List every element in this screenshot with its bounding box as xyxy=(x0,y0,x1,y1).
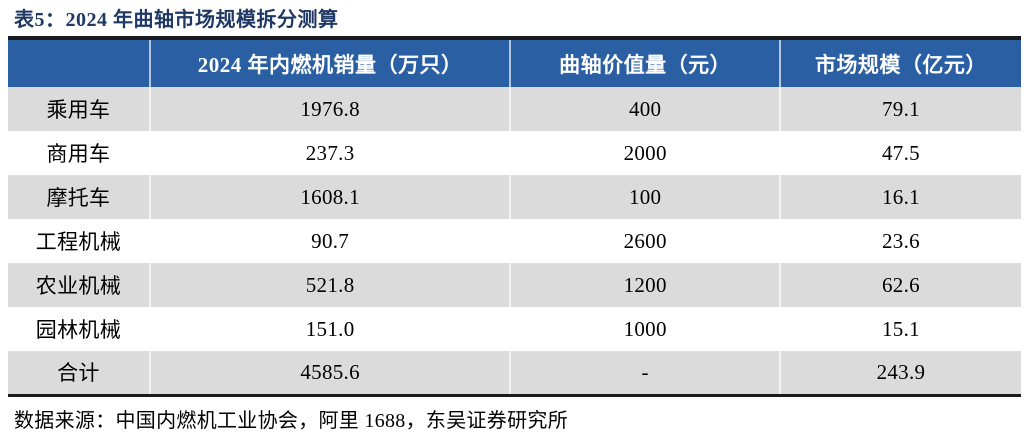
cell-sales: 4585.6 xyxy=(148,351,511,395)
cell-market-size: 15.1 xyxy=(778,307,1021,351)
table-row: 农业机械 521.8 1200 62.6 xyxy=(8,263,1021,307)
cell-market-size: 243.9 xyxy=(778,351,1021,395)
cell-sales: 1976.8 xyxy=(148,87,511,131)
table-title: 表5：2024 年曲轴市场规模拆分测算 xyxy=(14,9,339,31)
column-header-sales: 2024 年内燃机销量（万只） xyxy=(148,38,511,87)
cell-market-size: 16.1 xyxy=(778,175,1021,219)
cell-category: 乘用车 xyxy=(8,87,150,131)
cell-unit-value: 2600 xyxy=(509,219,780,263)
cell-unit-value: 2000 xyxy=(509,131,780,175)
column-header-market-size: 市场规模（亿元） xyxy=(778,38,1021,87)
cell-market-size: 23.6 xyxy=(778,219,1021,263)
cell-unit-value: 400 xyxy=(509,87,780,131)
cell-sales: 90.7 xyxy=(148,219,511,263)
data-source-note: 数据来源：中国内燃机工业协会，阿里 1688，东吴证券研究所 xyxy=(14,410,568,432)
table-row-total: 合计 4585.6 - 243.9 xyxy=(8,351,1021,395)
cell-category: 工程机械 xyxy=(8,219,150,263)
table-header: 2024 年内燃机销量（万只） 曲轴价值量（元） 市场规模（亿元） xyxy=(8,38,1021,87)
table-row: 园林机械 151.0 1000 15.1 xyxy=(8,307,1021,351)
cell-market-size: 79.1 xyxy=(778,87,1021,131)
table-header-row: 2024 年内燃机销量（万只） 曲轴价值量（元） 市场规模（亿元） xyxy=(8,38,1021,87)
cell-market-size: 62.6 xyxy=(778,263,1021,307)
cell-category: 园林机械 xyxy=(8,307,150,351)
table-row: 商用车 237.3 2000 47.5 xyxy=(8,131,1021,175)
market-size-table: 2024 年内燃机销量（万只） 曲轴价值量（元） 市场规模（亿元） 乘用车 19… xyxy=(8,36,1021,397)
cell-sales: 151.0 xyxy=(148,307,511,351)
cell-sales: 237.3 xyxy=(148,131,511,175)
table-row: 乘用车 1976.8 400 79.1 xyxy=(8,87,1021,131)
table-body: 乘用车 1976.8 400 79.1 商用车 237.3 2000 47.5 … xyxy=(8,87,1021,395)
cell-category: 合计 xyxy=(8,351,150,395)
cell-unit-value: - xyxy=(509,351,780,395)
cell-unit-value: 100 xyxy=(509,175,780,219)
cell-category: 摩托车 xyxy=(8,175,150,219)
cell-unit-value: 1200 xyxy=(509,263,780,307)
column-header-category xyxy=(8,38,150,87)
column-header-unit-value: 曲轴价值量（元） xyxy=(509,38,780,87)
cell-sales: 1608.1 xyxy=(148,175,511,219)
table-row: 工程机械 90.7 2600 23.6 xyxy=(8,219,1021,263)
cell-sales: 521.8 xyxy=(148,263,511,307)
table-row: 摩托车 1608.1 100 16.1 xyxy=(8,175,1021,219)
cell-category: 农业机械 xyxy=(8,263,150,307)
cell-market-size: 47.5 xyxy=(778,131,1021,175)
cell-unit-value: 1000 xyxy=(509,307,780,351)
cell-category: 商用车 xyxy=(8,131,150,175)
